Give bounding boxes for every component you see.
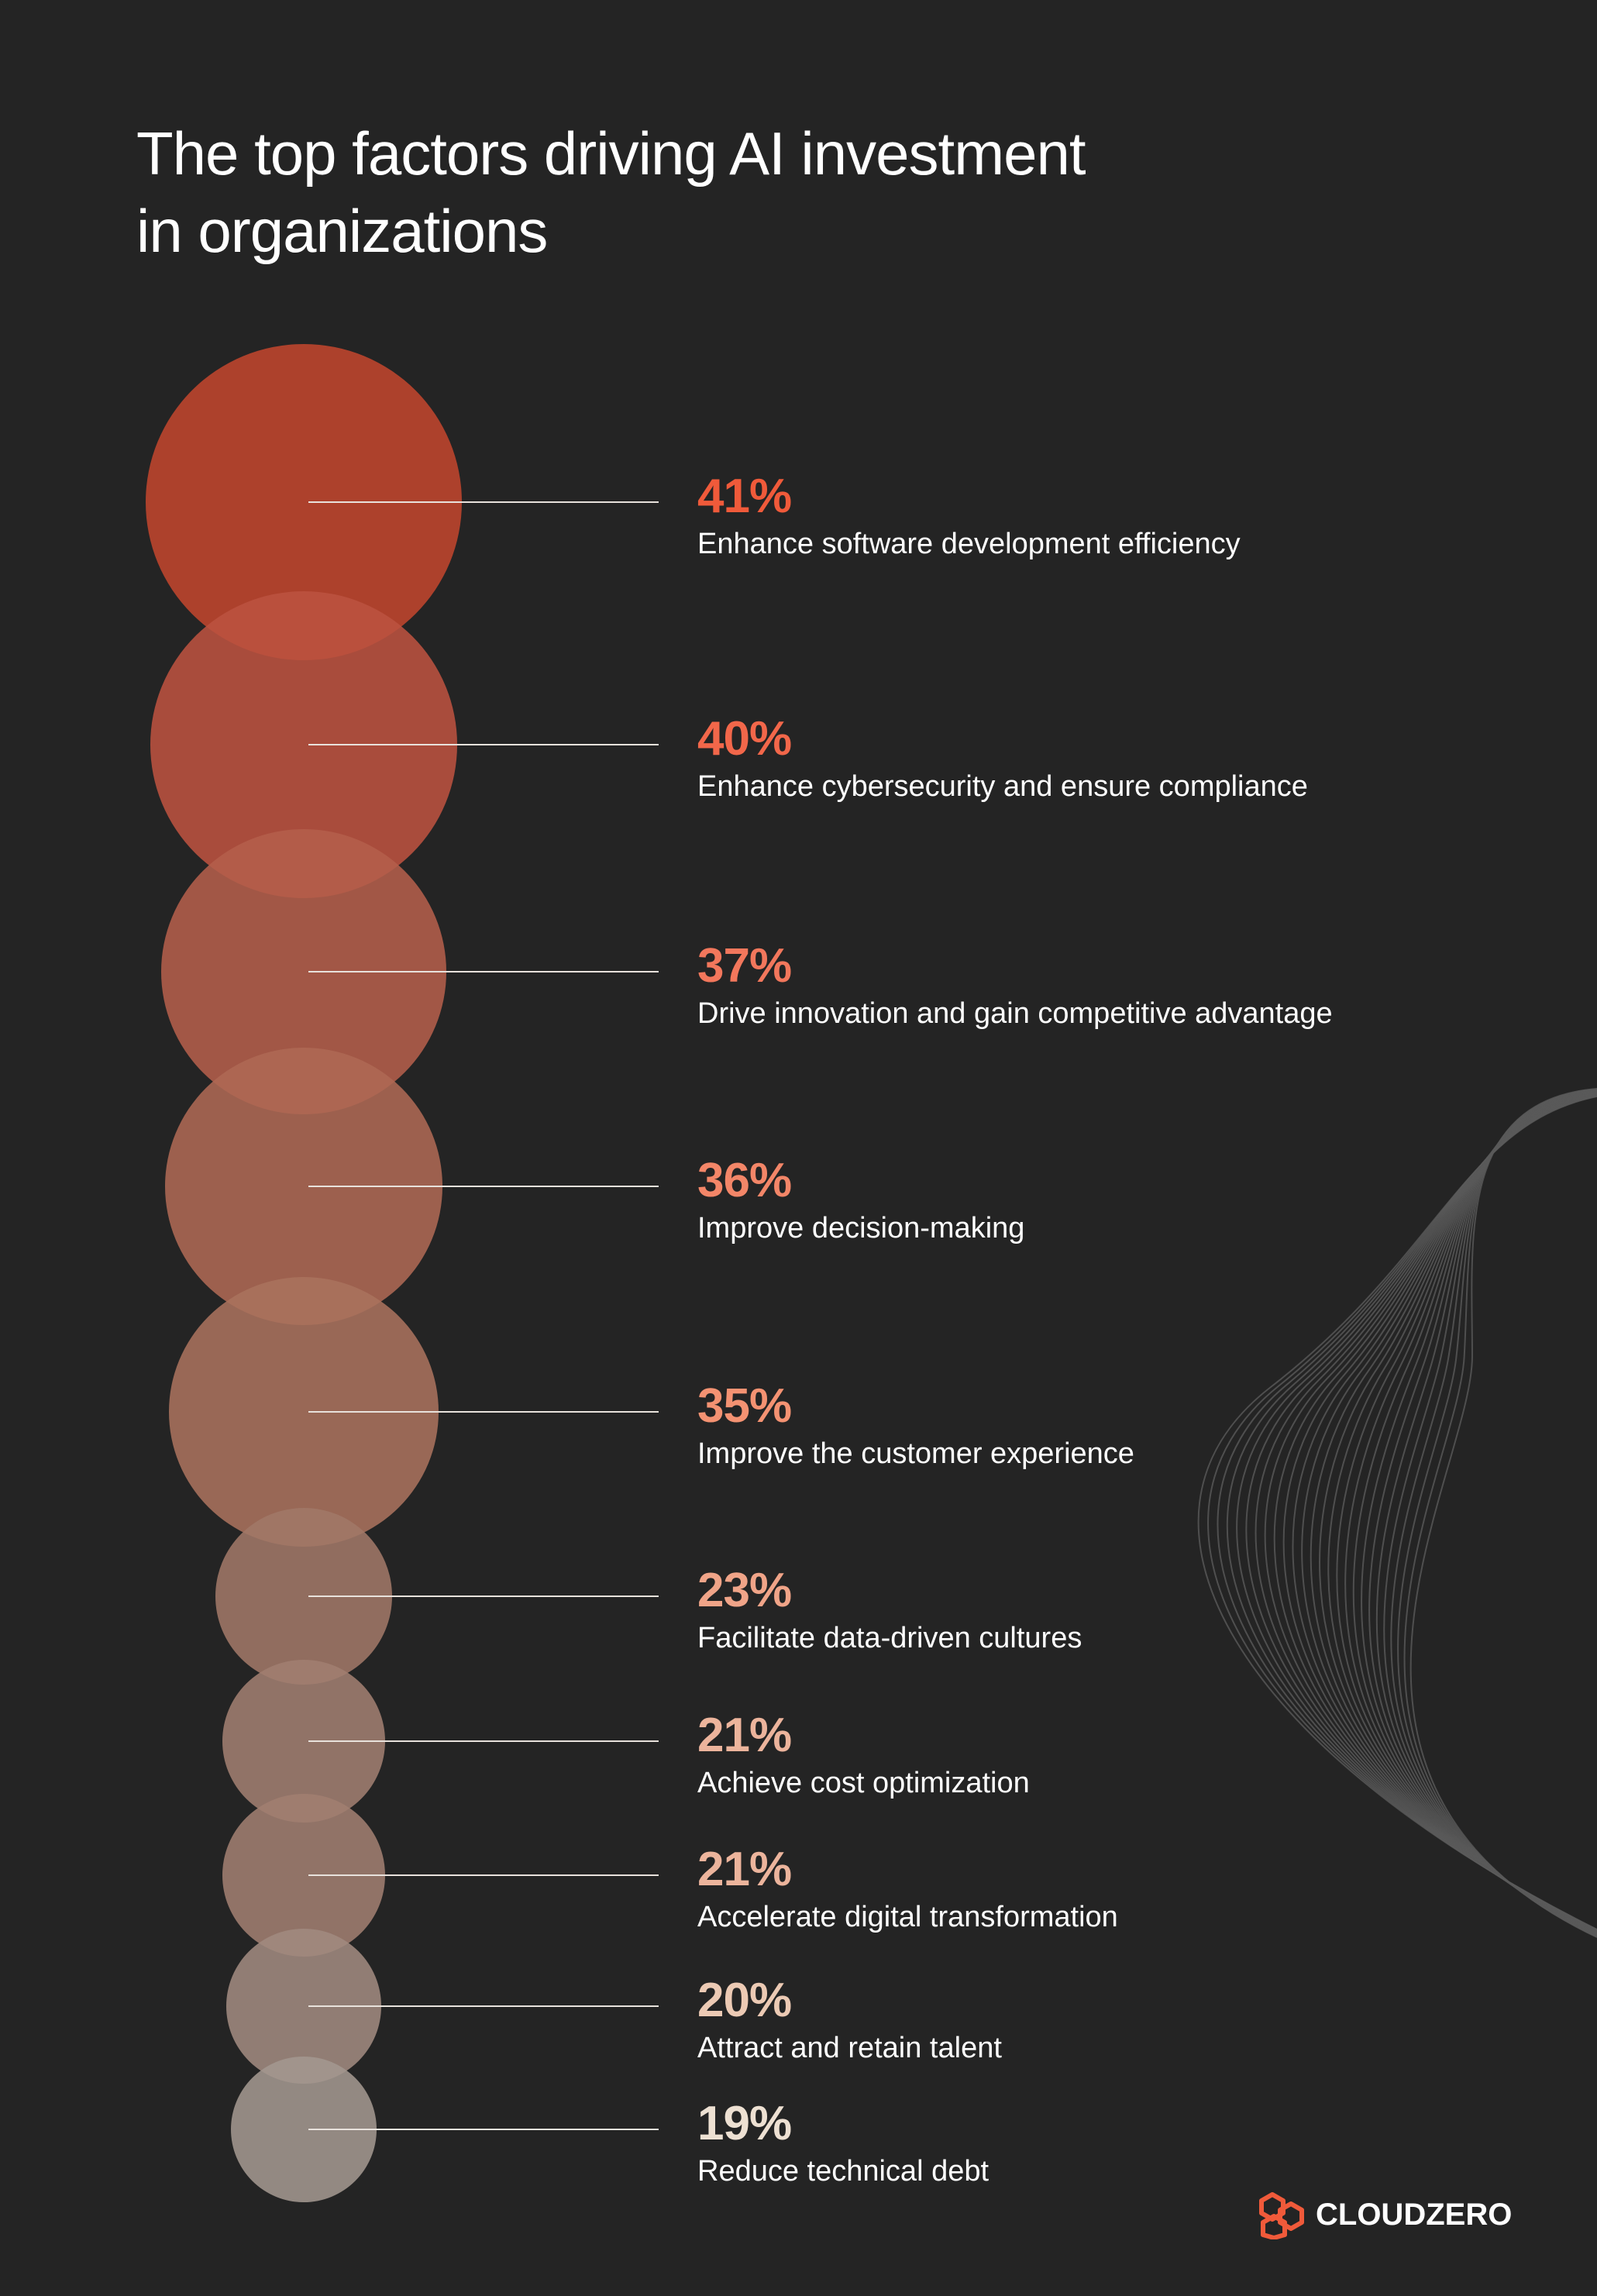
bubble-8	[222, 1794, 385, 1957]
factor-description: Drive innovation and gain competitive ad…	[697, 997, 1333, 1030]
bubble-7	[222, 1660, 385, 1823]
percent-value: 19%	[697, 2097, 792, 2150]
brand-logo: CLOUDZERO	[1257, 2190, 1512, 2239]
bubble-5	[169, 1277, 439, 1547]
percent-value: 23%	[697, 1564, 792, 1617]
factor-description: Achieve cost optimization	[697, 1767, 1030, 1799]
bubble-9	[226, 1929, 381, 2084]
title-line-1: The top factors driving AI investment	[136, 119, 1086, 188]
factor-label-6: 23% Facilitate data-driven cultures	[697, 1567, 1550, 1655]
factor-label-1: 41% Enhance software development efficien…	[697, 473, 1550, 561]
factor-description: Improve the customer experience	[697, 1437, 1134, 1470]
brand-name: CLOUDZERO	[1316, 2197, 1513, 2232]
factor-label-10: 19% Reduce technical debt	[697, 2100, 1550, 2188]
factor-label-4: 36% Improve decision-making	[697, 1157, 1550, 1245]
bubble-3	[161, 829, 446, 1114]
percent-value: 21%	[697, 1843, 792, 1896]
percent-value: 35%	[697, 1379, 792, 1433]
bubble-10	[231, 2057, 377, 2202]
percent-value: 21%	[697, 1709, 792, 1762]
factor-description: Facilitate data-driven cultures	[697, 1622, 1082, 1654]
factor-label-8: 21% Accelerate digital transformation	[697, 1846, 1550, 1934]
percent-value: 41%	[697, 470, 792, 523]
wave-line	[1197, 1096, 1597, 1930]
factor-description: Enhance cybersecurity and ensure complia…	[697, 770, 1308, 803]
factor-label-5: 35% Improve the customer experience	[697, 1382, 1550, 1471]
factor-description: Improve decision-making	[697, 1212, 1025, 1244]
percent-value: 20%	[697, 1974, 792, 2027]
factor-description: Reduce technical debt	[697, 2155, 990, 2188]
bubble-4	[165, 1048, 442, 1325]
factor-description: Enhance software development efficiency	[697, 528, 1241, 560]
factor-label-7: 21% Achieve cost optimization	[697, 1712, 1550, 1800]
percent-value: 36%	[697, 1154, 792, 1207]
title-line-2: in organizations	[136, 197, 548, 265]
cloudzero-hexagon-icon	[1259, 2192, 1304, 2239]
factor-description: Accelerate digital transformation	[697, 1901, 1118, 1933]
bubble-1	[146, 344, 462, 660]
factor-label-2: 40% Enhance cybersecurity and ensure comp…	[697, 715, 1550, 804]
bubble-2	[150, 591, 457, 898]
bubble-6	[215, 1508, 392, 1685]
percent-value: 37%	[697, 939, 792, 993]
factor-label-3: 37% Drive innovation and gain competitive…	[697, 942, 1550, 1031]
factor-description: Attract and retain talent	[697, 2032, 1002, 2064]
percent-value: 40%	[697, 712, 792, 766]
page-title: The top factors driving AI investment in…	[136, 115, 1376, 270]
factor-label-9: 20% Attract and retain talent	[697, 1977, 1550, 2065]
